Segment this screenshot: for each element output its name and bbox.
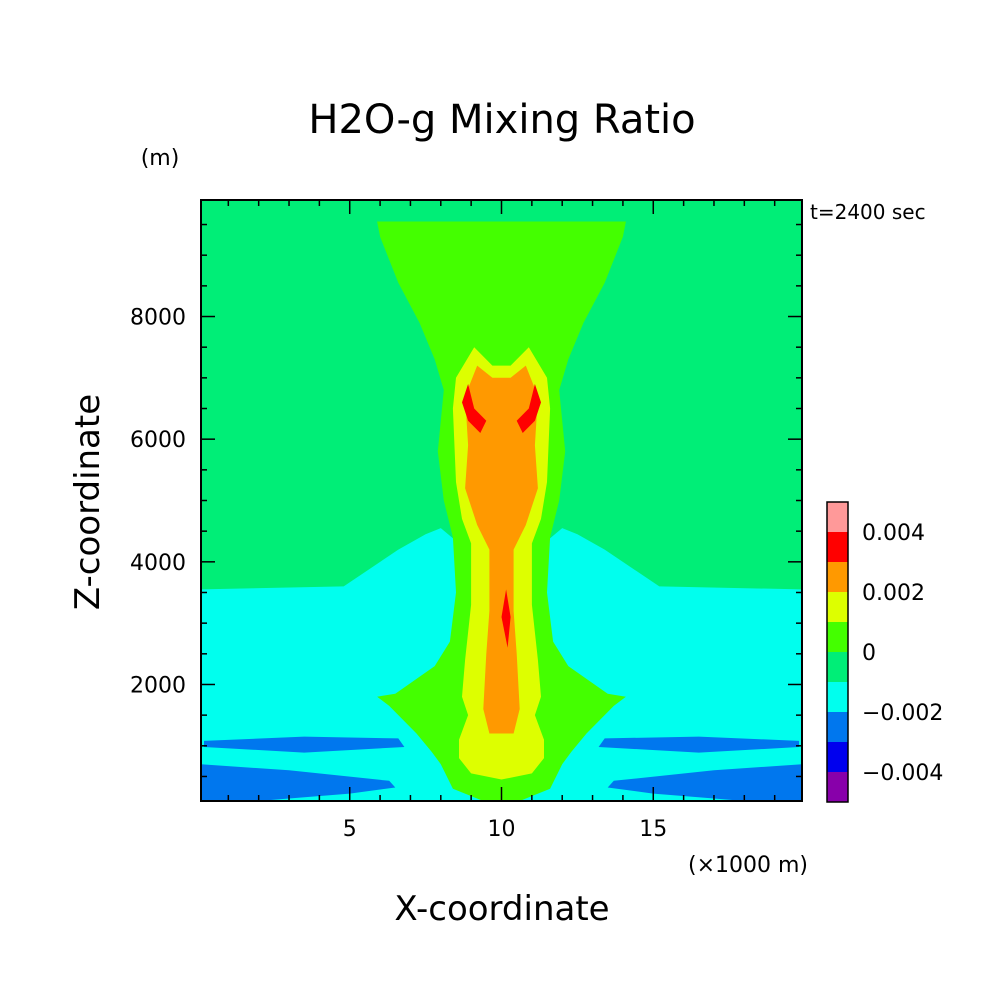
contour-region-1 xyxy=(204,736,405,753)
colorbar-tick-label: 0.004 xyxy=(862,521,925,546)
y-tick-label: 4000 xyxy=(130,551,186,576)
x-tick-label: 10 xyxy=(488,817,516,842)
colorbar-tick-label: −0.002 xyxy=(862,701,943,726)
contour-region-4 xyxy=(607,764,802,801)
colorbar-swatch xyxy=(827,712,848,742)
contour-region-3 xyxy=(201,764,396,801)
y-tick-label: 8000 xyxy=(130,306,186,331)
x-unit-label: (×1000 m) xyxy=(688,853,808,878)
time-annotation: t=2400 sec xyxy=(810,200,926,224)
contour-region-8 xyxy=(465,365,538,734)
axis-ticks xyxy=(201,200,802,801)
colorbar-swatch xyxy=(827,652,848,682)
colorbar: 0.004 0.002 0 −0.002 −0.004 xyxy=(826,501,943,803)
chart-title: H2O-g Mixing Ratio xyxy=(308,97,695,143)
colorbar-tick-label: 0.002 xyxy=(862,581,925,606)
colorbar-swatch xyxy=(827,532,848,562)
y-axis-label: Z-coordinate xyxy=(68,394,108,610)
y-unit-label: (m) xyxy=(141,146,180,171)
colorbar-swatch xyxy=(827,622,848,652)
x-tick-label: 15 xyxy=(639,817,667,842)
y-tick-label: 6000 xyxy=(130,428,186,453)
x-tick-label: 5 xyxy=(343,817,357,842)
contour-region-2 xyxy=(598,736,799,753)
x-axis-label: X-coordinate xyxy=(394,889,609,929)
colorbar-swatch xyxy=(827,682,848,712)
colorbar-swatch xyxy=(827,772,848,802)
contour-region-10 xyxy=(516,384,541,433)
y-tick-label: 2000 xyxy=(130,673,186,698)
colorbar-swatch xyxy=(827,562,848,592)
contour-region-11 xyxy=(501,589,511,648)
colorbar-border xyxy=(826,501,849,803)
colorbar-swatch xyxy=(827,502,848,532)
colorbar-tick-label: −0.004 xyxy=(862,761,943,786)
colorbar-swatch xyxy=(827,742,848,772)
colorbar-swatch xyxy=(827,592,848,622)
tick-labels: 5 10 15 2000 4000 6000 8000 xyxy=(130,306,667,842)
colorbar-tick-label: 0 xyxy=(862,641,876,666)
contour-region-9 xyxy=(462,384,487,433)
plot-area xyxy=(201,200,802,801)
